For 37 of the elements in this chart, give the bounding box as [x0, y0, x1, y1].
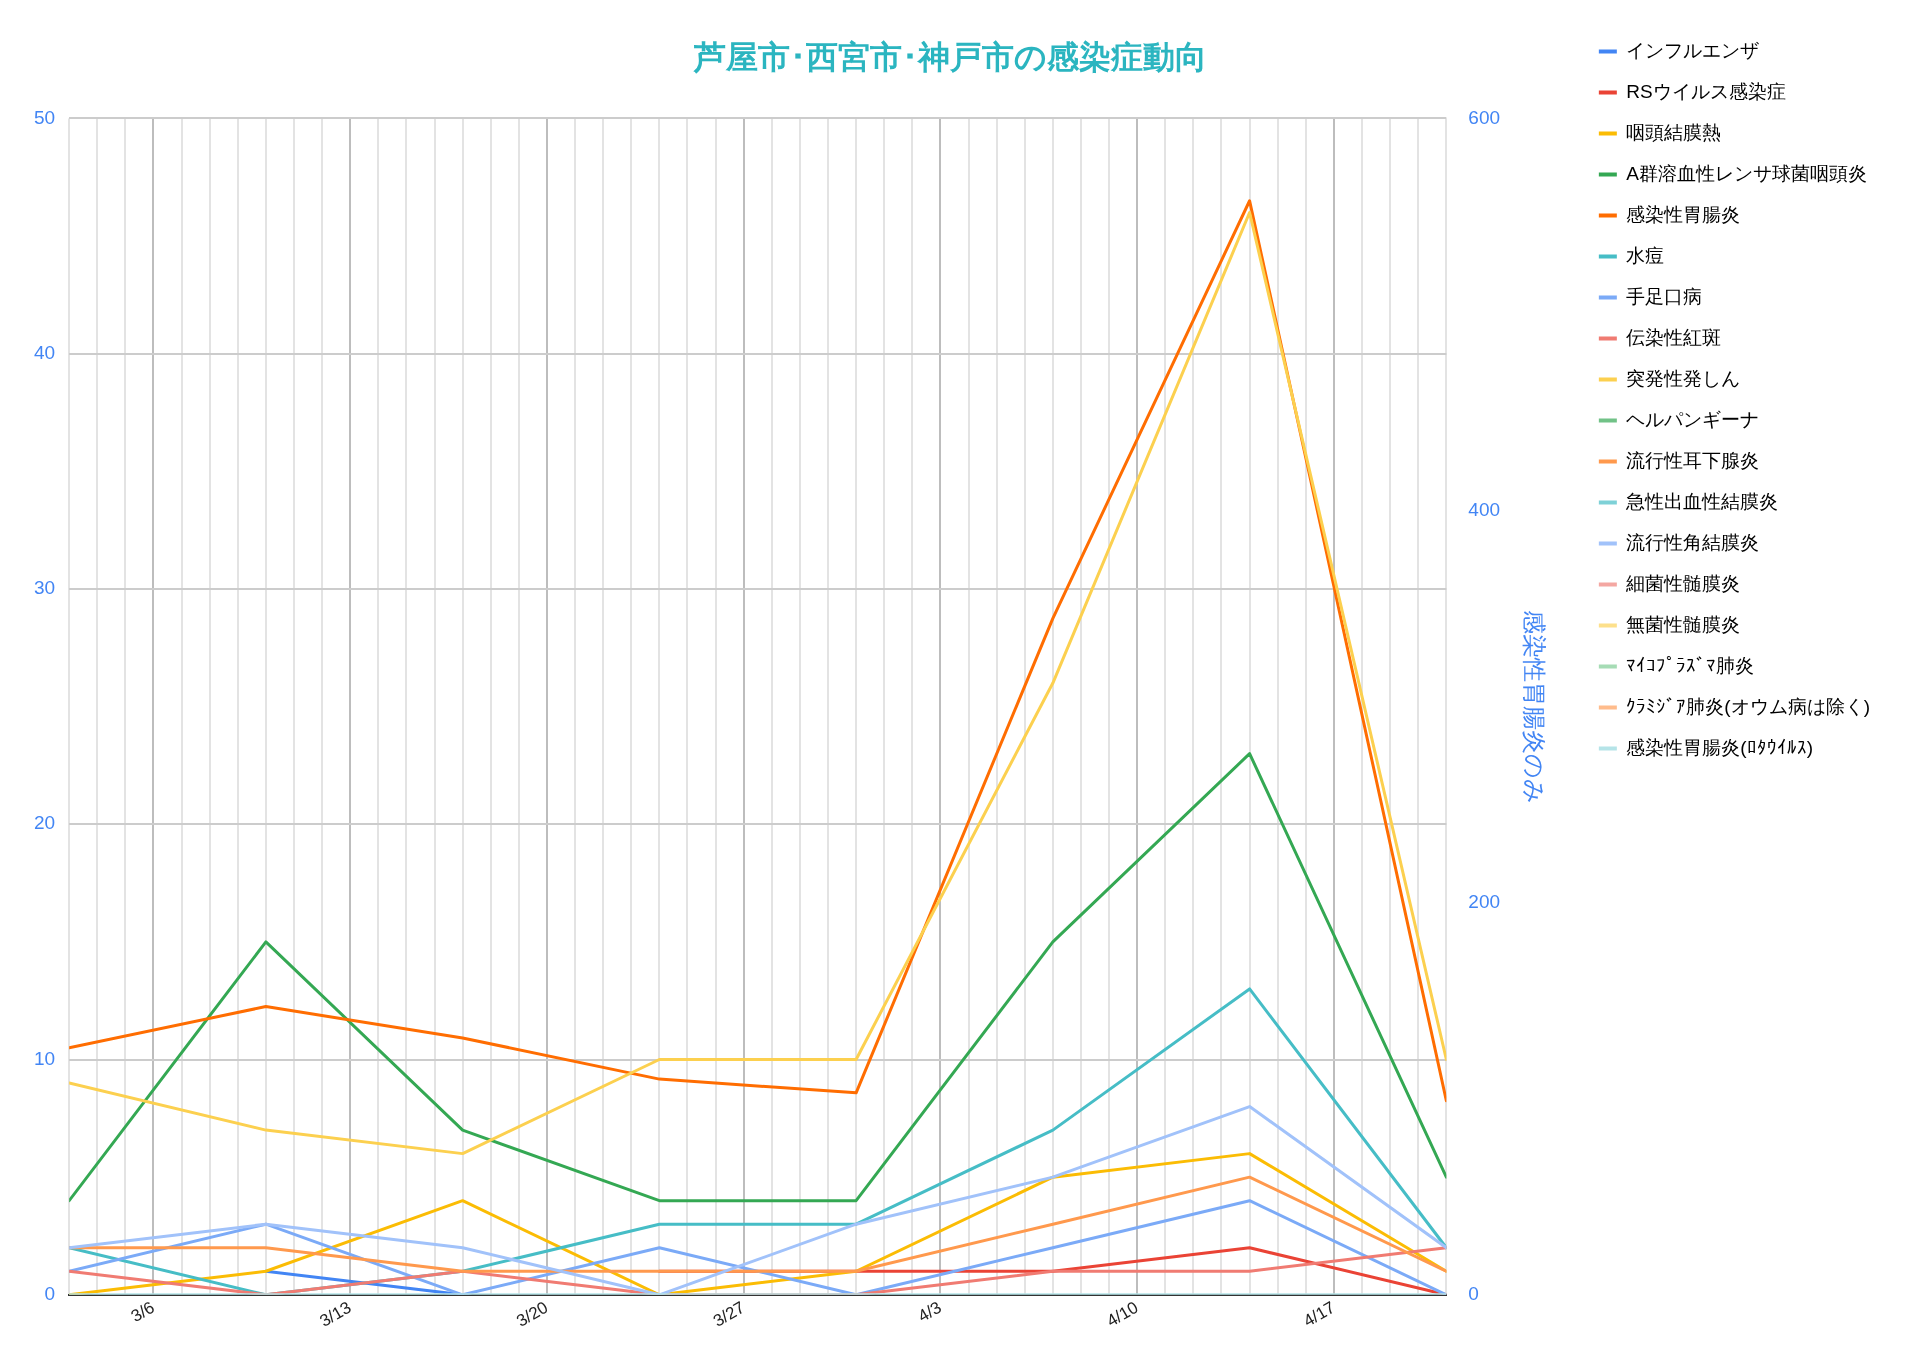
- x-tick-label: 4/10: [1103, 1297, 1142, 1331]
- y2-tick-label: 600: [1468, 106, 1501, 128]
- legend-label: 流行性耳下腺炎: [1626, 449, 1760, 471]
- legend-label: 咽頭結膜熱: [1626, 121, 1722, 143]
- x-tick-label: 3/20: [513, 1297, 552, 1331]
- chart-title: 芦屋市･西宮市･神戸市の感染症動向: [692, 39, 1207, 76]
- legend-label: ｸﾗﾐｼﾞｱ肺炎(オウム病は除く): [1626, 695, 1870, 717]
- legend-label: ﾏｲｺﾌﾟﾗｽﾞﾏ肺炎: [1626, 654, 1755, 676]
- y-tick-label: 10: [33, 1047, 56, 1069]
- y-tick-label: 30: [33, 577, 56, 599]
- y-tick-label: 20: [33, 812, 56, 834]
- legend-label: 急性出血性結膜炎: [1625, 490, 1779, 512]
- legend-label: A群溶血性レンサ球菌咽頭炎: [1626, 162, 1868, 184]
- y2-tick-label: 400: [1468, 498, 1501, 520]
- legend-label: RSウイルス感染症: [1626, 80, 1786, 102]
- y-tick-label: 40: [33, 341, 56, 363]
- legend-label: 感染性胃腸炎(ﾛﾀｳｲﾙｽ): [1626, 736, 1813, 758]
- y-tick-label: 0: [44, 1283, 56, 1305]
- y2-axis-title: 感染性胃腸炎のみ: [1520, 609, 1548, 804]
- legend-label: 無菌性髄膜炎: [1626, 613, 1741, 635]
- x-tick-label: 4/3: [914, 1297, 945, 1326]
- legend-label: 突発性発しん: [1626, 367, 1741, 389]
- y2-tick-label: 200: [1468, 890, 1501, 912]
- legend-label: インフルエンザ: [1626, 39, 1760, 61]
- legend-label: 手足口病: [1626, 285, 1703, 307]
- legend-label: 伝染性紅斑: [1626, 326, 1722, 348]
- x-tick-label: 4/17: [1300, 1297, 1339, 1331]
- legend-label: 感染性胃腸炎: [1626, 203, 1741, 225]
- x-tick-label: 3/27: [709, 1297, 749, 1331]
- x-tick-label: 3/6: [127, 1297, 158, 1326]
- legend-label: ヘルパンギーナ: [1626, 408, 1760, 430]
- y-tick-label: 50: [33, 106, 56, 128]
- legend-label: 水痘: [1626, 244, 1665, 266]
- legend-label: 流行性角結膜炎: [1626, 531, 1760, 553]
- x-tick-label: 3/13: [316, 1297, 355, 1331]
- y2-tick-label: 0: [1468, 1283, 1479, 1305]
- legend-label: 細菌性髄膜炎: [1625, 572, 1741, 594]
